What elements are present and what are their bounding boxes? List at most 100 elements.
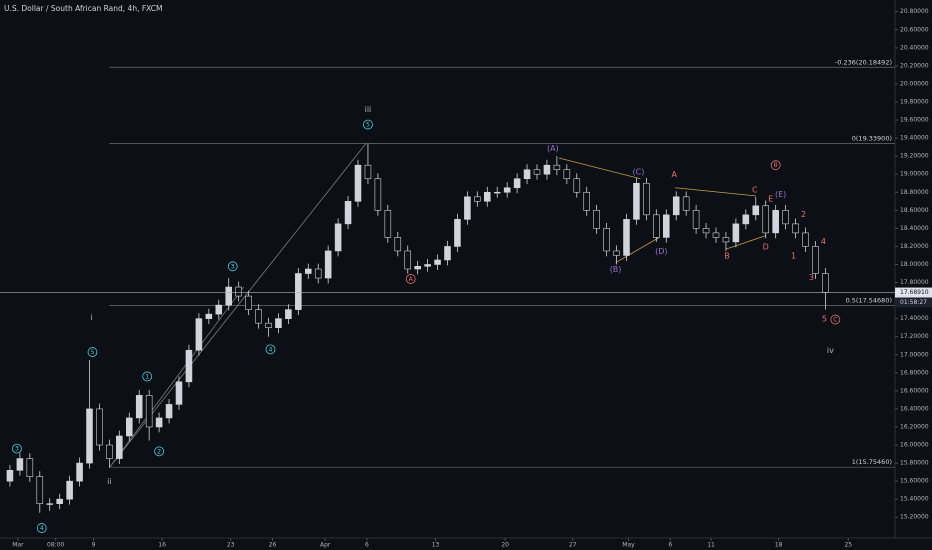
y-tick-label: 19.20000 <box>900 153 929 160</box>
candle-body <box>454 219 461 247</box>
candle-body <box>175 381 183 405</box>
candle-body <box>165 404 173 419</box>
wave-label: (D) <box>655 247 667 256</box>
candle-body <box>16 458 24 471</box>
y-tick-label: 18.40000 <box>900 225 929 232</box>
trendline <box>615 237 660 264</box>
wave-circle <box>405 274 416 284</box>
trendline <box>675 187 756 197</box>
wave-circle <box>770 160 781 171</box>
candle-body <box>76 462 83 482</box>
wave-label: 4 <box>40 525 44 532</box>
candle-body <box>364 164 372 180</box>
wave-label: i <box>90 313 92 322</box>
candle-body <box>106 444 113 459</box>
wave-label: 5 <box>91 349 95 356</box>
wave-label: E <box>768 195 773 204</box>
y-tick-label: 16.80000 <box>900 369 929 376</box>
candle-body <box>503 187 511 193</box>
fib-label: 1(15.75460) <box>852 458 892 466</box>
candle-body <box>742 214 750 225</box>
candle-body <box>96 408 103 446</box>
wave-label: 3 <box>15 446 19 453</box>
candle-body <box>205 313 213 319</box>
candle-body <box>86 408 93 464</box>
y-tick-label: 16.00000 <box>900 442 929 449</box>
wave-label: A <box>409 276 414 283</box>
y-tick-label: 20.00000 <box>900 80 929 87</box>
x-tick-label: 20 <box>501 542 509 549</box>
x-tick-label: 16 <box>158 542 166 549</box>
candle-body <box>354 164 362 202</box>
candle-body <box>513 178 521 189</box>
wave-label: 4 <box>269 346 273 353</box>
wave-label: C <box>833 317 837 324</box>
wave-label: B <box>724 251 730 260</box>
candle-body <box>424 264 431 267</box>
candle-body <box>66 480 73 500</box>
y-tick-label: 15.40000 <box>900 496 929 503</box>
trendline <box>558 157 641 180</box>
wave-circle <box>154 446 165 457</box>
x-tick-label: 6 <box>668 542 672 549</box>
candle-body <box>384 210 392 238</box>
candle-body <box>553 164 561 171</box>
countdown-tag <box>895 297 932 308</box>
candle-body <box>245 295 252 310</box>
wave-circle <box>227 261 238 272</box>
y-tick-label: 19.00000 <box>900 171 929 178</box>
candle-body <box>334 223 342 252</box>
candle-body <box>185 349 193 383</box>
candle-body <box>752 205 760 216</box>
candle-body <box>583 191 591 211</box>
candle-body <box>692 210 700 229</box>
last-price-tag <box>895 287 932 298</box>
candle-body <box>255 309 262 324</box>
x-tick-label: 25 <box>844 542 852 549</box>
candle-body <box>145 395 153 428</box>
wave-label: 5 <box>822 315 827 324</box>
wave-label: 2 <box>801 210 806 219</box>
y-tick-label: 17.40000 <box>900 315 929 322</box>
candle-body <box>215 304 223 315</box>
candle-body <box>474 196 481 202</box>
candle-body <box>662 214 670 238</box>
wave-circle <box>36 523 47 533</box>
candle-body <box>314 268 322 279</box>
candle-body <box>324 250 332 279</box>
candle-body <box>265 322 272 328</box>
y-tick-label: 17.80000 <box>900 279 929 286</box>
x-tick-label: 18 <box>775 542 783 549</box>
candle-body <box>732 223 740 243</box>
candle-body <box>285 309 292 319</box>
wave-label: 2 <box>157 448 161 455</box>
x-tick-label: 26 <box>269 542 277 549</box>
y-tick-label: 17.00000 <box>900 351 929 358</box>
candle-body <box>493 191 501 194</box>
x-tick-label: May <box>622 542 635 549</box>
candle-body <box>702 228 710 234</box>
candle-body <box>603 228 610 252</box>
candle-body <box>125 417 133 437</box>
candle-body <box>434 259 441 265</box>
candle-body <box>56 498 63 504</box>
x-tick-label: 27 <box>569 542 577 549</box>
candle-body <box>672 196 680 216</box>
candle-body <box>573 178 581 193</box>
candle-body <box>762 205 770 234</box>
candle-body <box>623 219 630 256</box>
candle-body <box>613 250 620 256</box>
y-tick-label: 20.60000 <box>900 26 929 33</box>
candle-body <box>822 273 829 293</box>
x-tick-label: Apr <box>320 542 331 549</box>
wave-circle <box>830 314 841 325</box>
candle-body <box>26 458 34 477</box>
y-tick-label: 19.80000 <box>900 99 929 106</box>
wave-circle <box>12 443 22 454</box>
y-tick-label: 15.80000 <box>900 460 929 467</box>
candle-body <box>235 286 242 297</box>
candle-body <box>295 273 302 310</box>
wave-label: iv <box>827 346 834 355</box>
x-tick-label: 13 <box>432 542 440 549</box>
